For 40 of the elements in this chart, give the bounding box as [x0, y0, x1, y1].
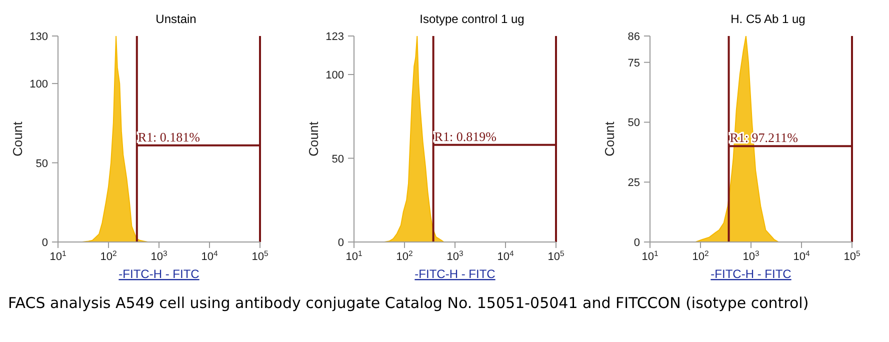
- y-tick-label: 50: [628, 117, 640, 130]
- x-tick-label: 10$^{2}$: [692, 248, 709, 263]
- x-tick-label: 10$^{3}$: [742, 248, 760, 263]
- x-axis-title: -FITC-H - FITC: [118, 267, 200, 281]
- chart-title: H. C5 Ab 1 ug: [730, 12, 806, 28]
- x-tick-label: 10$^{4}$: [793, 248, 810, 263]
- y-tick-label: 0: [634, 237, 640, 249]
- x-tick-label: 10$^{3}$: [446, 248, 464, 263]
- x-tick-label: 10$^{4}$: [497, 248, 514, 263]
- y-axis-title: Count: [306, 121, 321, 156]
- x-tick-label: 10$^{2}$: [396, 248, 413, 263]
- y-tick-label: 0: [338, 237, 344, 249]
- x-tick-label: 10$^{5}$: [252, 248, 268, 263]
- chart-title: Unstain: [154, 12, 198, 28]
- x-tick-label: 10$^{2}$: [100, 248, 117, 263]
- x-tick-label: 10$^{5}$: [548, 248, 564, 263]
- y-tick-label: 123: [326, 31, 344, 43]
- annotation: R1: 0.819%: [434, 128, 497, 144]
- y-tick-label: 100: [326, 70, 344, 82]
- y-tick-label: 50: [332, 153, 344, 166]
- annotation: R1: 0.181%: [138, 129, 200, 144]
- x-tick-label: 10$^{1}$: [642, 248, 658, 263]
- y-tick-label: 100: [30, 78, 48, 91]
- x-tick-label: 10$^{1}$: [346, 248, 362, 263]
- y-tick-label: 0: [42, 237, 48, 249]
- y-tick-label: 50: [36, 158, 48, 170]
- text: FACS analysis A549 cell using antibody conjugate Catalog No. 15051-05041 and FITCCON (isotype control): [8, 294, 810, 312]
- chart-title: Isotype control 1 ug: [418, 12, 526, 28]
- x-tick-label: 10$^{1}$: [50, 248, 66, 263]
- y-axis-title: Count: [10, 121, 25, 156]
- x-axis-title: -FITC-H - FITC: [710, 267, 792, 281]
- y-tick-label: 130: [30, 31, 48, 43]
- x-tick-label: 10$^{3}$: [150, 248, 168, 263]
- y-axis-title: Count: [602, 121, 617, 156]
- x-tick-label: 10$^{5}$: [844, 248, 860, 263]
- x-axis-title: -FITC-H - FITC: [414, 267, 496, 281]
- y-tick-label: 75: [628, 57, 640, 70]
- y-tick-label: 86: [628, 31, 640, 43]
- x-tick-label: 10$^{4}$: [201, 248, 218, 263]
- y-tick-label: 25: [628, 177, 640, 190]
